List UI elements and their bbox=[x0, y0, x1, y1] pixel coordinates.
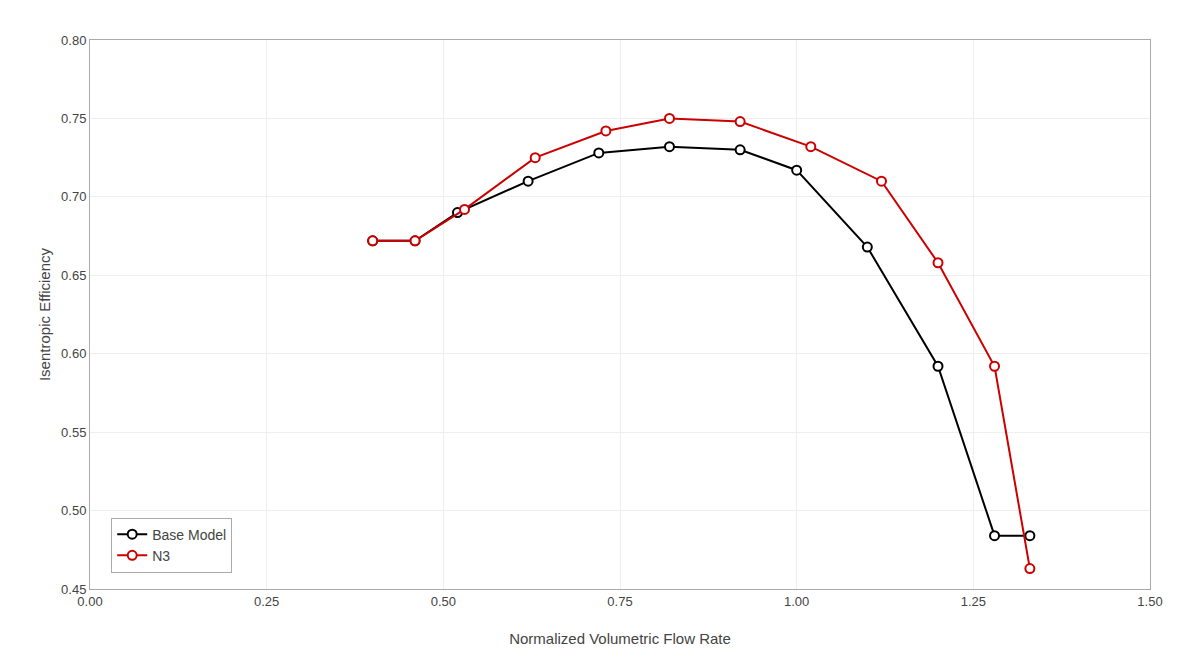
svg-text:0.45: 0.45 bbox=[61, 582, 86, 597]
svg-text:1.00: 1.00 bbox=[784, 594, 809, 609]
svg-text:Isentropic Efficiency: Isentropic Efficiency bbox=[36, 247, 53, 381]
svg-text:Normalized Volumetric Flow Rat: Normalized Volumetric Flow Rate bbox=[509, 630, 731, 647]
svg-text:1.25: 1.25 bbox=[961, 594, 986, 609]
svg-text:N3: N3 bbox=[152, 548, 170, 564]
svg-text:0.25: 0.25 bbox=[254, 594, 279, 609]
svg-text:0.60: 0.60 bbox=[61, 346, 86, 361]
svg-text:0.70: 0.70 bbox=[61, 189, 86, 204]
svg-text:0.65: 0.65 bbox=[61, 268, 86, 283]
svg-text:0.50: 0.50 bbox=[61, 503, 86, 518]
svg-text:0.00: 0.00 bbox=[77, 594, 102, 609]
svg-text:1.50: 1.50 bbox=[1137, 594, 1162, 609]
svg-text:0.80: 0.80 bbox=[61, 33, 86, 48]
svg-text:0.55: 0.55 bbox=[61, 425, 86, 440]
svg-text:0.50: 0.50 bbox=[431, 594, 456, 609]
svg-text:0.75: 0.75 bbox=[607, 594, 632, 609]
svg-text:Base Model: Base Model bbox=[152, 527, 226, 543]
svg-text:0.75: 0.75 bbox=[61, 111, 86, 126]
